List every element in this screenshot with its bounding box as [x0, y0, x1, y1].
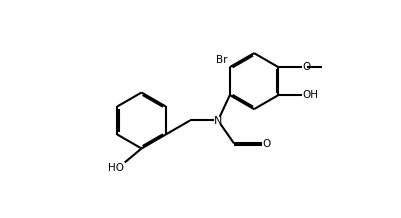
Text: Br: Br [216, 55, 227, 65]
Text: O: O [302, 62, 310, 72]
Text: O: O [262, 139, 270, 149]
Text: OH: OH [302, 90, 318, 100]
Text: HO: HO [108, 163, 124, 173]
Text: N: N [213, 116, 222, 126]
